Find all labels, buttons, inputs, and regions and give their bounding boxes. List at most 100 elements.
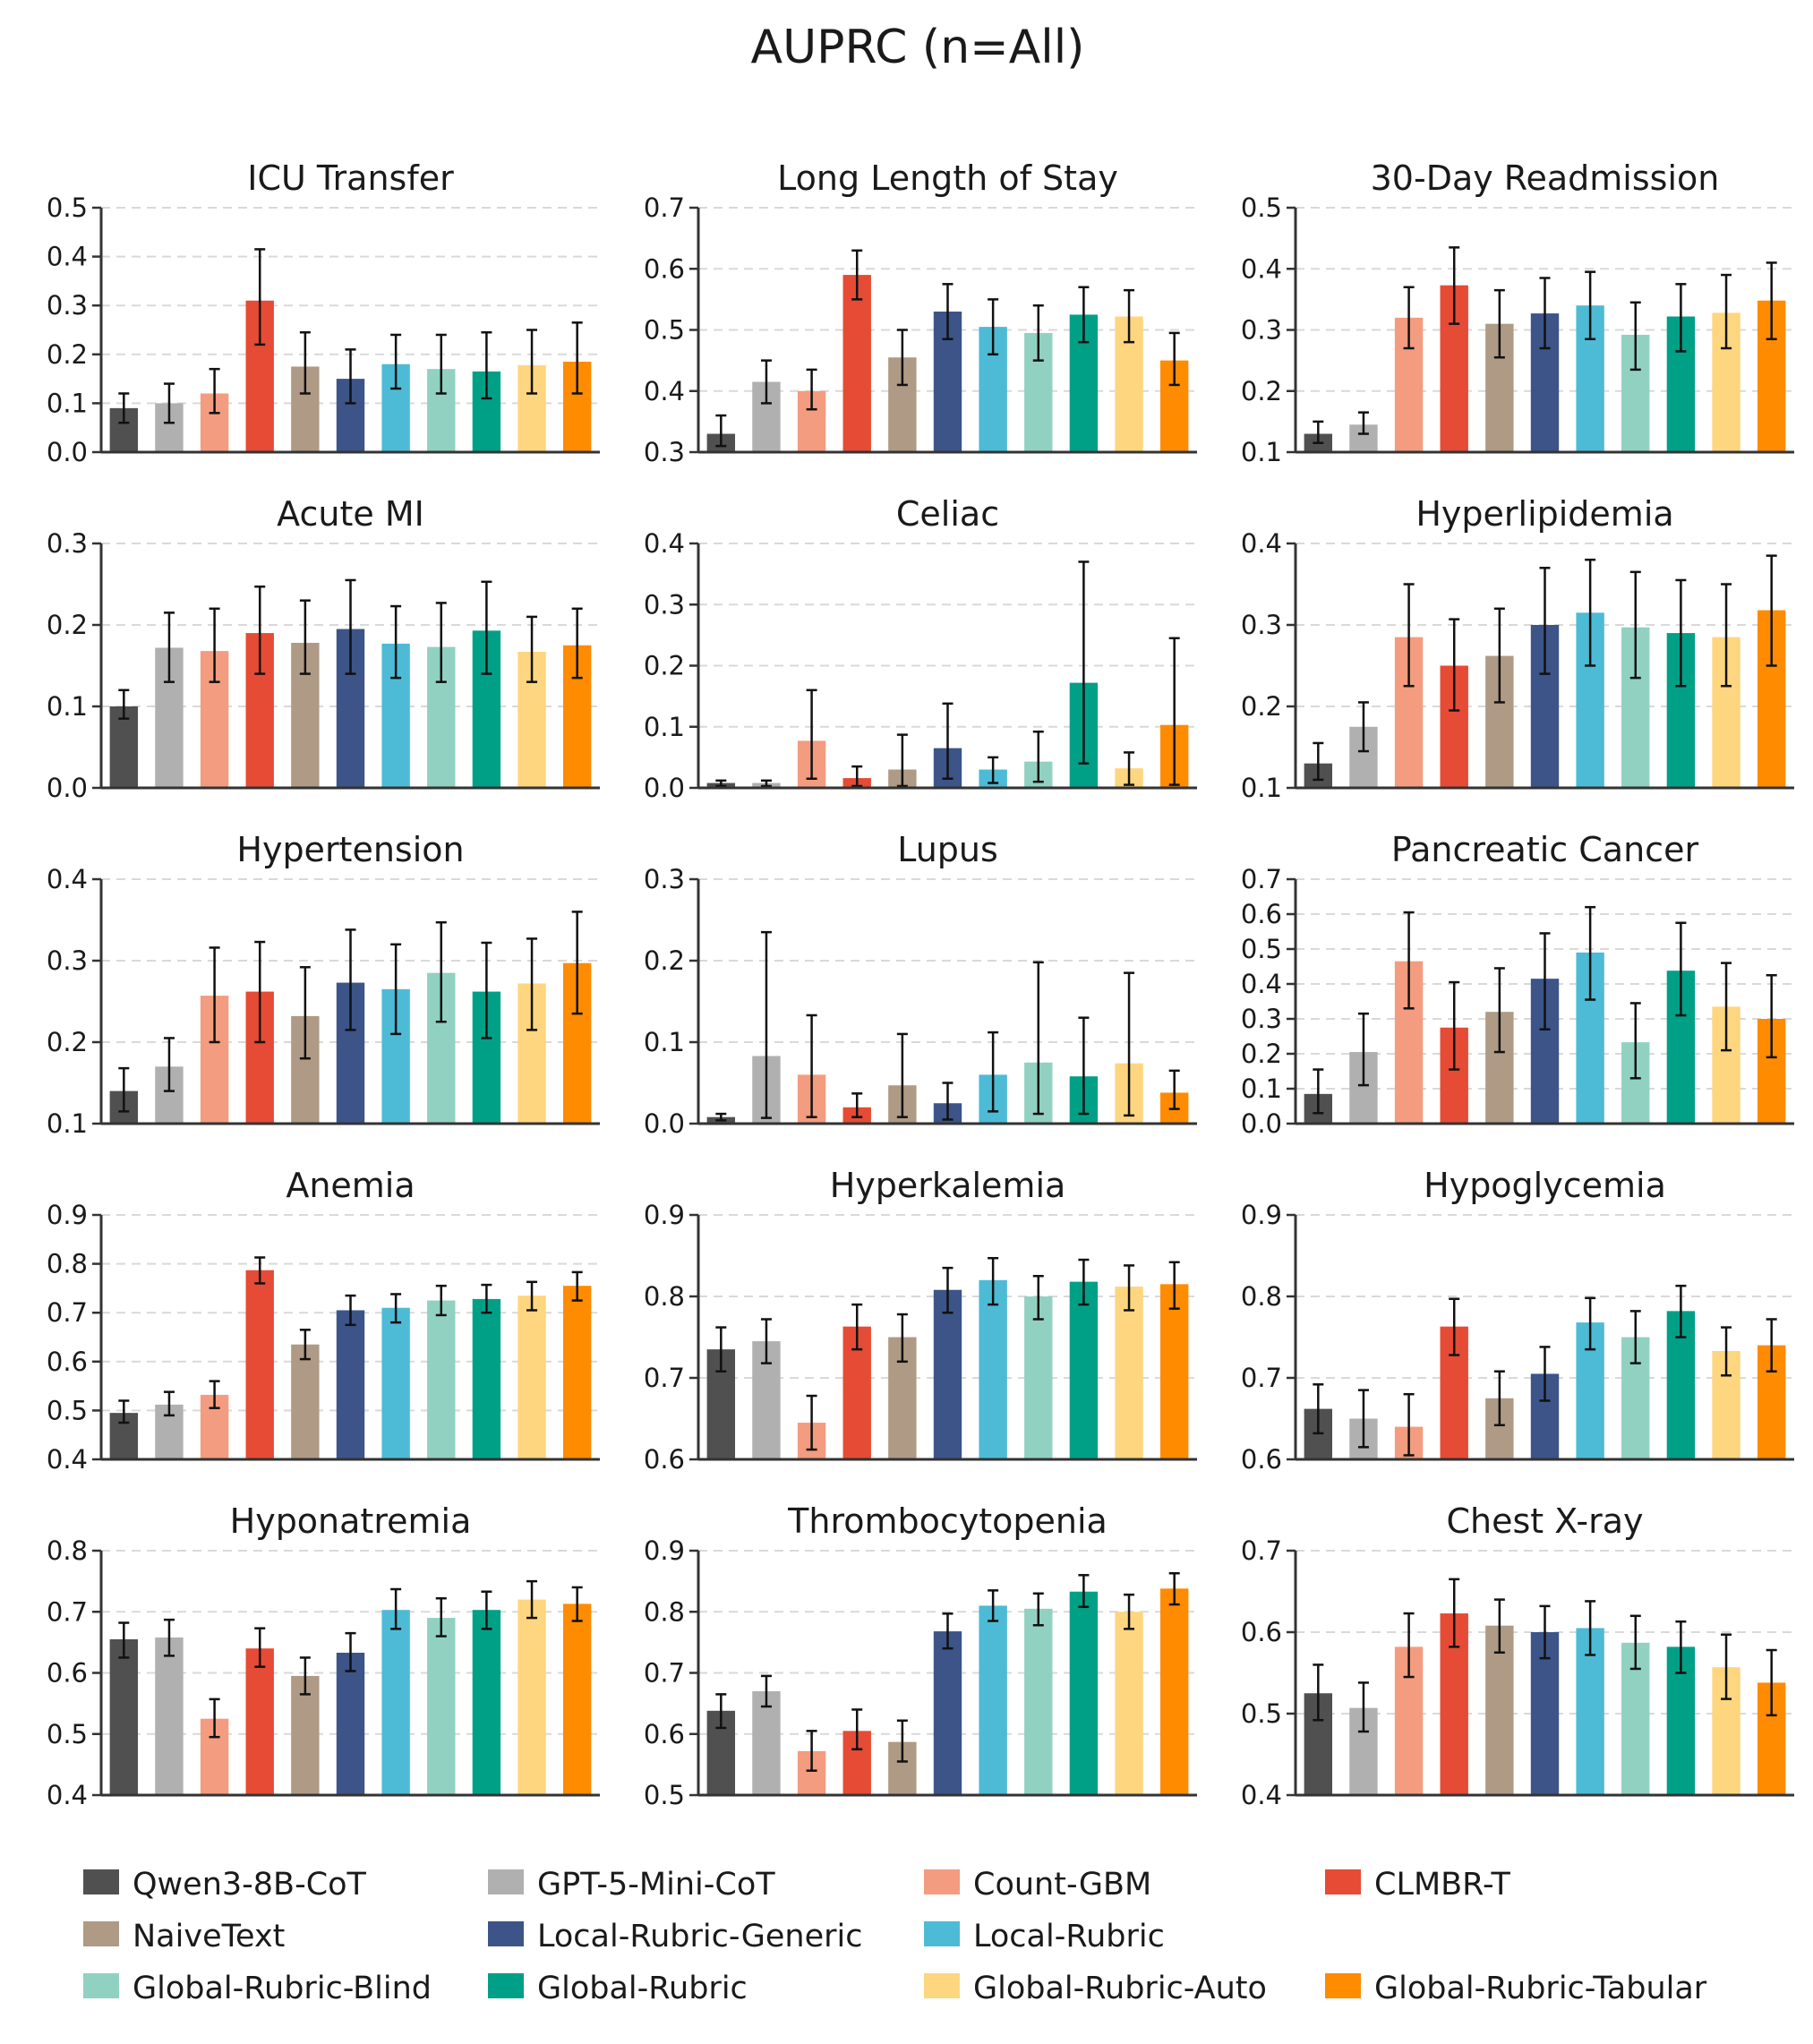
y-tick-label: 0.7 bbox=[47, 1596, 88, 1627]
y-tick-label: 0.4 bbox=[1241, 969, 1282, 999]
y-tick-label: 0.3 bbox=[644, 589, 685, 620]
panel: Hypertension 0.1 0.2 0.3 0.4 bbox=[47, 830, 600, 1139]
legend-item: Qwen3-8B-CoT bbox=[83, 1867, 367, 1903]
y-tick-label: 0.7 bbox=[1241, 1535, 1282, 1566]
y-tick-label: 0.4 bbox=[644, 376, 685, 406]
panel: Hyponatremia 0.4 0.5 0.6 0.7 0.8 bbox=[47, 1501, 600, 1810]
legend-swatch bbox=[488, 1869, 524, 1894]
panel: Hyperlipidemia 0.1 0.2 0.3 0.4 bbox=[1241, 494, 1794, 803]
bar bbox=[842, 275, 871, 452]
bar bbox=[979, 1279, 1007, 1459]
bar bbox=[381, 1610, 410, 1795]
bar bbox=[1024, 1608, 1053, 1795]
legend-swatch bbox=[488, 1973, 524, 1998]
legend-label: Global-Rubric-Tabular bbox=[1374, 1971, 1707, 2006]
legend-swatch bbox=[83, 1869, 119, 1894]
y-tick-label: 0.8 bbox=[47, 1249, 88, 1279]
y-tick-label: 0.1 bbox=[644, 1027, 685, 1057]
y-tick-label: 0.7 bbox=[644, 1658, 685, 1689]
legend-item: GPT-5-Mini-CoT bbox=[488, 1867, 775, 1903]
bar bbox=[381, 1307, 410, 1459]
legend-item: Global-Rubric-Tabular bbox=[1325, 1971, 1707, 2006]
y-tick-label: 0.0 bbox=[644, 773, 685, 803]
panel-title: Hyponatremia bbox=[230, 1501, 472, 1541]
legend-item: Global-Rubric-Blind bbox=[83, 1971, 432, 2006]
y-tick-label: 0.8 bbox=[644, 1596, 685, 1627]
bar bbox=[291, 1675, 320, 1795]
legend-item: Global-Rubric bbox=[488, 1971, 748, 2006]
bar bbox=[562, 1604, 592, 1795]
bar bbox=[245, 1648, 274, 1795]
bar bbox=[1485, 1625, 1514, 1795]
y-tick-label: 0.2 bbox=[47, 1027, 88, 1057]
y-tick-label: 0.6 bbox=[644, 1444, 685, 1475]
bar bbox=[979, 1605, 1007, 1795]
y-tick-label: 0.4 bbox=[1241, 1780, 1282, 1810]
y-tick-label: 0.3 bbox=[47, 290, 88, 321]
legend-label: Qwen3-8B-CoT bbox=[133, 1867, 367, 1903]
y-tick-label: 0.6 bbox=[47, 1347, 88, 1377]
panel-title: Hyperlipidemia bbox=[1415, 494, 1673, 534]
y-tick-label: 0.8 bbox=[1241, 1281, 1282, 1312]
y-tick-label: 0.7 bbox=[47, 1297, 88, 1328]
y-tick-label: 0.5 bbox=[47, 1719, 88, 1749]
y-tick-label: 0.0 bbox=[47, 437, 88, 467]
y-tick-label: 0.3 bbox=[1241, 1004, 1282, 1034]
panel: Anemia 0.4 0.5 0.6 0.7 0.8 0.9 bbox=[47, 1166, 600, 1475]
panel: Chest X-ray 0.4 0.5 0.6 0.7 bbox=[1241, 1501, 1794, 1810]
legend-label: Global-Rubric bbox=[537, 1971, 748, 2006]
y-tick-label: 0.6 bbox=[644, 1719, 685, 1749]
y-tick-label: 0.1 bbox=[1241, 437, 1282, 467]
panel-title: Hypoglycemia bbox=[1424, 1166, 1666, 1205]
legend-label: Count-GBM bbox=[973, 1867, 1151, 1903]
bar bbox=[1115, 1287, 1143, 1459]
y-tick-label: 0.9 bbox=[644, 1200, 685, 1230]
y-tick-label: 0.1 bbox=[1241, 1073, 1282, 1104]
legend-label: Global-Rubric-Blind bbox=[133, 1971, 432, 2006]
panel: 30-Day Readmission 0.1 0.2 0.3 0.4 0.5 bbox=[1241, 158, 1794, 467]
bar bbox=[1115, 1612, 1143, 1795]
bar bbox=[1069, 1281, 1099, 1459]
figure-title: AUPRC (n=All) bbox=[751, 21, 1085, 74]
y-tick-label: 0.9 bbox=[1241, 1200, 1282, 1230]
bar bbox=[933, 1631, 962, 1795]
legend-swatch bbox=[924, 1973, 960, 1998]
legend-item: NaiveText bbox=[83, 1919, 285, 1954]
y-tick-label: 0.3 bbox=[47, 945, 88, 976]
y-tick-label: 0.4 bbox=[47, 1780, 88, 1810]
legend-label: Local-Rubric bbox=[973, 1919, 1165, 1954]
y-tick-label: 0.1 bbox=[1241, 773, 1282, 803]
legend-swatch bbox=[924, 1921, 960, 1946]
bar bbox=[109, 706, 139, 788]
legend-label: NaiveText bbox=[133, 1919, 285, 1954]
y-tick-label: 0.5 bbox=[47, 192, 88, 223]
panel-title: Thrombocytopenia bbox=[787, 1501, 1107, 1541]
y-tick-label: 0.5 bbox=[1241, 934, 1282, 964]
y-tick-label: 0.4 bbox=[644, 528, 685, 559]
bar bbox=[1159, 1588, 1189, 1795]
bar bbox=[517, 1296, 546, 1459]
y-tick-label: 0.3 bbox=[1241, 315, 1282, 346]
bar bbox=[155, 1637, 184, 1795]
legend-swatch bbox=[83, 1973, 119, 1998]
panel-title: Hyperkalemia bbox=[830, 1166, 1066, 1205]
bar bbox=[336, 1310, 365, 1459]
legend-swatch bbox=[488, 1921, 524, 1946]
y-tick-label: 0.8 bbox=[47, 1535, 88, 1566]
bar bbox=[245, 1270, 274, 1459]
legend: Qwen3-8B-CoT GPT-5-Mini-CoT Count-GBM CLMBR… bbox=[83, 1867, 1707, 2006]
panel-title: Long Length of Stay bbox=[777, 158, 1118, 198]
y-tick-label: 0.7 bbox=[1241, 1363, 1282, 1393]
y-tick-label: 0.4 bbox=[47, 242, 88, 272]
bar bbox=[752, 1690, 781, 1795]
y-tick-label: 0.4 bbox=[1241, 528, 1282, 559]
bar bbox=[109, 1638, 139, 1795]
bar bbox=[933, 1289, 962, 1459]
legend-swatch bbox=[1325, 1973, 1361, 1998]
bar bbox=[427, 1300, 456, 1459]
legend-swatch bbox=[83, 1921, 119, 1946]
panel: Pancreatic Cancer 0.0 0.1 0.2 0.3 0.4 0.5 0.6 0.… bbox=[1241, 830, 1794, 1139]
y-tick-label: 0.9 bbox=[644, 1535, 685, 1566]
bar bbox=[427, 1618, 456, 1795]
